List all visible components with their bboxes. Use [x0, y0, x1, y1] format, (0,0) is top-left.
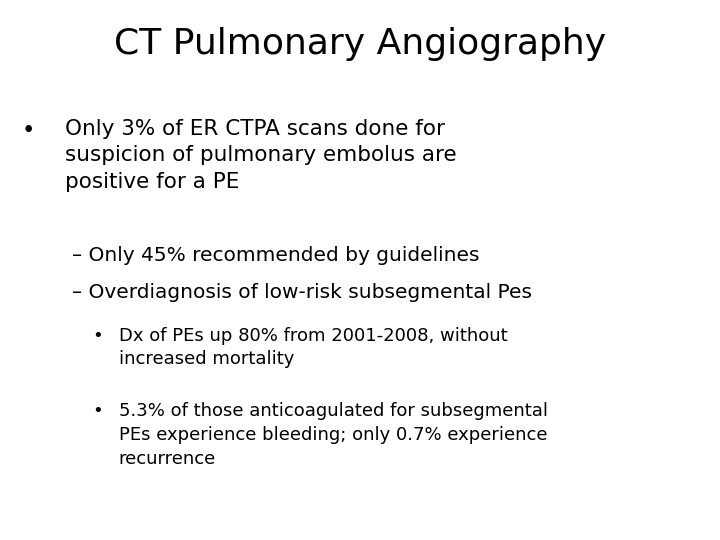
- Text: •: •: [92, 327, 102, 345]
- Text: CT Pulmonary Angiography: CT Pulmonary Angiography: [114, 27, 606, 61]
- Text: Only 3% of ER CTPA scans done for
suspicion of pulmonary embolus are
positive fo: Only 3% of ER CTPA scans done for suspic…: [65, 119, 456, 192]
- Text: – Only 45% recommended by guidelines: – Only 45% recommended by guidelines: [72, 246, 480, 265]
- Text: – Overdiagnosis of low-risk subsegmental Pes: – Overdiagnosis of low-risk subsegmental…: [72, 284, 532, 302]
- Text: Dx of PEs up 80% from 2001-2008, without
increased mortality: Dx of PEs up 80% from 2001-2008, without…: [119, 327, 508, 368]
- Text: •: •: [22, 119, 35, 142]
- Text: 5.3% of those anticoagulated for subsegmental
PEs experience bleeding; only 0.7%: 5.3% of those anticoagulated for subsegm…: [119, 402, 548, 468]
- Text: •: •: [92, 402, 102, 420]
